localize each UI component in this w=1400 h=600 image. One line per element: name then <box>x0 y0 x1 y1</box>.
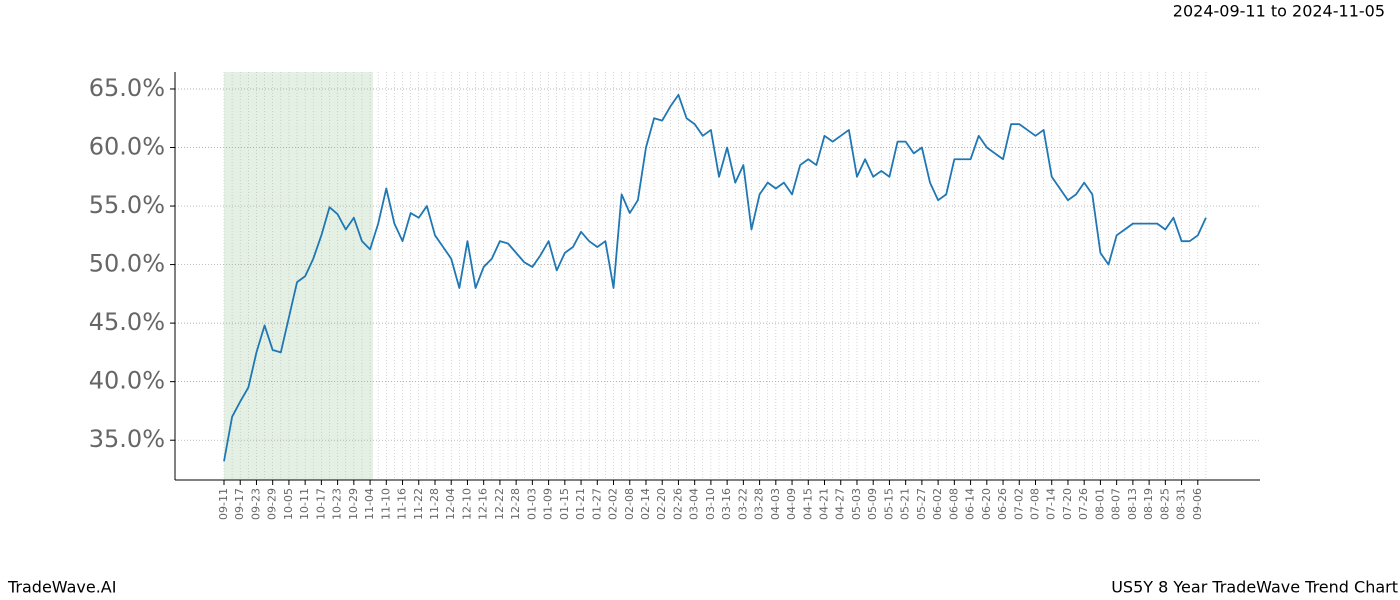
x-tick-label: 06-14 <box>964 488 977 520</box>
x-tick-label: 08-25 <box>1158 488 1171 520</box>
x-tick-label: 07-02 <box>1012 488 1025 520</box>
x-tick-label: 09-11 <box>217 488 230 520</box>
x-tick-label: 03-16 <box>720 488 733 520</box>
x-tick-label: 10-05 <box>282 488 295 520</box>
x-tick-label: 09-29 <box>266 488 279 520</box>
x-tick-label: 06-08 <box>947 488 960 520</box>
x-tick-label: 07-20 <box>1061 488 1074 520</box>
subtitle: 2024-09-11 to 2024-11-05 <box>1173 2 1385 21</box>
x-tick-label: 02-20 <box>655 488 668 520</box>
x-tick-label: 04-15 <box>801 488 814 520</box>
y-tick-label: 35.0% <box>89 425 165 453</box>
x-tick-label: 04-09 <box>785 488 798 520</box>
x-tick-label: 12-16 <box>477 488 490 520</box>
x-tick-label: 11-04 <box>363 488 376 520</box>
y-tick-label: 65.0% <box>89 74 165 102</box>
x-tick-label: 11-10 <box>379 488 392 520</box>
x-tick-label: 12-28 <box>509 488 522 520</box>
y-tick-label: 45.0% <box>89 308 165 336</box>
x-tick-label: 04-03 <box>769 488 782 520</box>
x-tick-label: 02-14 <box>639 488 652 520</box>
x-tick-label: 04-21 <box>818 488 831 520</box>
x-tick-label: 08-01 <box>1093 488 1106 520</box>
x-tick-label: 12-04 <box>444 488 457 520</box>
x-tick-label: 07-08 <box>1029 488 1042 520</box>
x-tick-label: 03-28 <box>753 488 766 520</box>
x-tick-label: 08-19 <box>1142 488 1155 520</box>
x-tick-label: 12-22 <box>493 488 506 520</box>
x-tick-label: 01-03 <box>525 488 538 520</box>
x-tick-label: 10-17 <box>314 488 327 520</box>
x-tick-label: 10-11 <box>298 488 311 520</box>
brand: TradeWave.AI <box>7 578 116 597</box>
grid <box>175 72 1260 480</box>
x-tick-label: 06-20 <box>980 488 993 520</box>
x-tick-label: 02-26 <box>671 488 684 520</box>
x-tick-label: 09-06 <box>1191 488 1204 520</box>
x-tick-label: 08-07 <box>1110 488 1123 520</box>
x-tick-label: 01-15 <box>558 488 571 520</box>
x-tick-label: 01-09 <box>542 488 555 520</box>
x-tick-label: 05-15 <box>882 488 895 520</box>
x-tick-label: 05-03 <box>850 488 863 520</box>
x-tick-label: 05-09 <box>866 488 879 520</box>
x-tick-label: 06-02 <box>931 488 944 520</box>
x-tick-label: 06-26 <box>996 488 1009 520</box>
x-tick-label: 10-23 <box>331 488 344 520</box>
x-tick-label: 09-23 <box>249 488 262 520</box>
x-tick-label: 01-21 <box>574 488 587 520</box>
x-tick-label: 11-22 <box>412 488 425 520</box>
highlight-band <box>224 72 373 480</box>
x-tick-label: 01-27 <box>590 488 603 520</box>
x-tick-label: 03-10 <box>704 488 717 520</box>
y-tick-label: 60.0% <box>89 133 165 161</box>
x-tick-label: 10-29 <box>347 488 360 520</box>
x-tick-label: 11-28 <box>428 488 441 520</box>
x-tick-label: 02-08 <box>623 488 636 520</box>
y-tick-label: 50.0% <box>89 250 165 278</box>
x-tick-label: 03-22 <box>736 488 749 520</box>
x-tick-label: 05-21 <box>899 488 912 520</box>
x-tick-label: 12-10 <box>460 488 473 520</box>
x-tick-label: 11-16 <box>396 488 409 520</box>
y-tick-label: 55.0% <box>89 191 165 219</box>
x-tick-label: 05-27 <box>915 488 928 520</box>
x-tick-label: 07-26 <box>1077 488 1090 520</box>
x-tick-label: 09-17 <box>233 488 246 520</box>
x-tick-label: 07-14 <box>1045 488 1058 520</box>
x-tick-label: 08-31 <box>1175 488 1188 520</box>
x-tick-label: 08-13 <box>1126 488 1139 520</box>
x-tick-label: 04-27 <box>834 488 847 520</box>
line <box>223 93 1207 462</box>
chart-title: US5Y 8 Year TradeWave Trend Chart <box>1111 578 1398 597</box>
x-tick-label: 02-02 <box>607 488 620 520</box>
x-tick-label: 03-04 <box>688 488 701 520</box>
y-tick-label: 40.0% <box>89 367 165 395</box>
